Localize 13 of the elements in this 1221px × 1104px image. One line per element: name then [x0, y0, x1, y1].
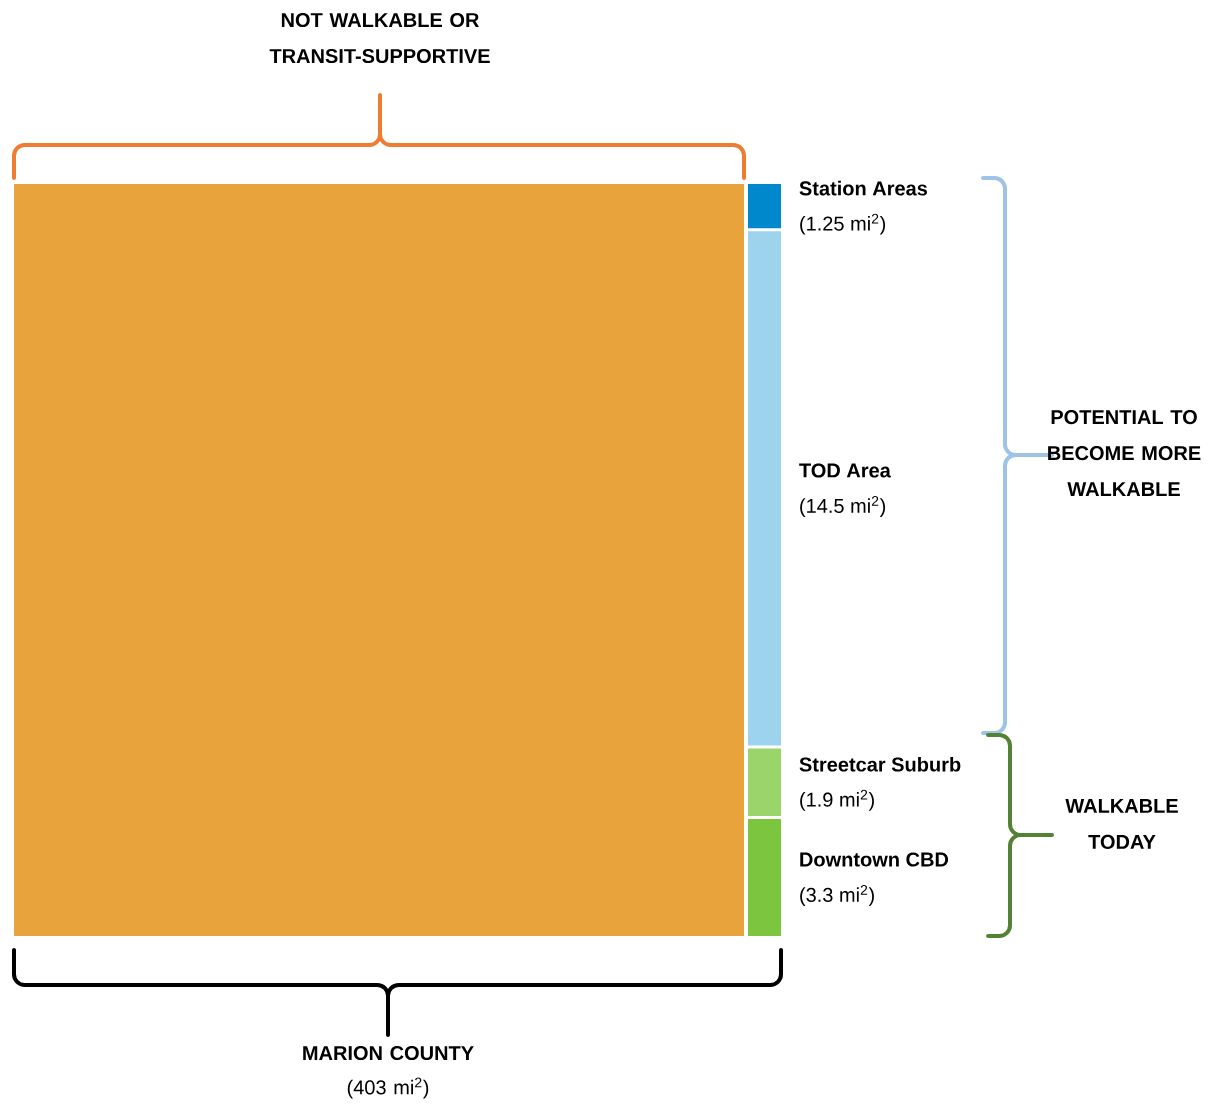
category-label: TOD Area: [799, 463, 891, 478]
data-label: (1.25 mi$^{2}$): [800, 213, 886, 235]
data-label: (3.3 mi$^{2}$): [800, 885, 874, 906]
data-label: (1.9 mi$^{2}$): [800, 789, 874, 811]
text: POTENTIAL TO BECOME MORE WALKABLE: [1048, 410, 1201, 496]
category-label: Streetcar Suburb: [799, 756, 961, 772]
text: NOT WALKABLE OR TRANSIT-SUPPORTIVE: [269, 12, 490, 64]
text: (403 mi$^{2}$): [347, 1077, 429, 1099]
category-label: Downtown CBD: [800, 852, 949, 867]
data-label: (14.5 mi$^{2}$): [800, 496, 886, 517]
text: WALKABLE TODAY: [1065, 799, 1178, 849]
text: MARION COUNTY: [303, 1045, 474, 1061]
category-label: Station Areas: [799, 180, 928, 196]
